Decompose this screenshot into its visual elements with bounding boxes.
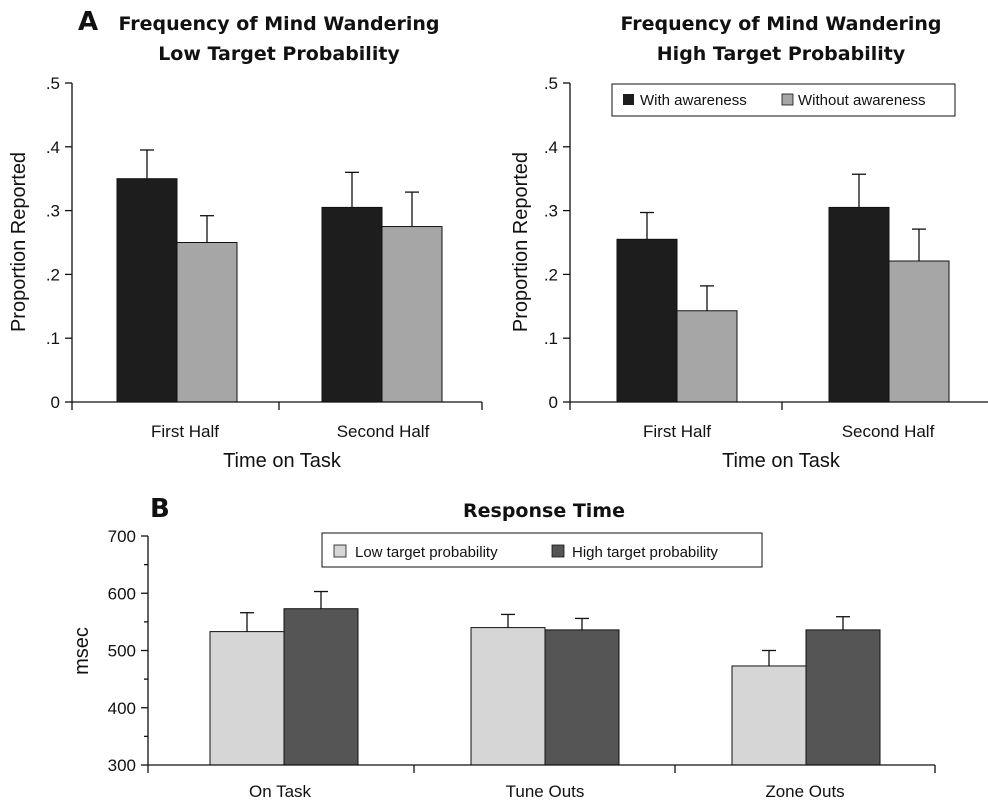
legend-swatch-low-target [333,544,347,558]
chart1-ytick-label: .3 [46,202,60,221]
bar-0-1 [176,242,238,403]
chart3-legend: Low target probability High target proba… [321,532,763,568]
bar-2-1 [805,629,881,766]
chart-response-time: Response Time 300 400 500 600 700 On Task Tu… [71,500,936,801]
chart3-y-axis-label: msec [71,627,93,675]
legend-swatch-without-awareness [781,93,794,106]
bar-1-1 [544,629,620,766]
chart1-ytick-label: .5 [46,74,60,93]
chart3-title: Response Time [463,500,625,522]
chart2-title-line1: Frequency of Mind Wandering [620,13,941,35]
chart3-ytick-label: 500 [108,642,136,661]
chart-high-target-probability: Frequency of Mind Wandering High Target … [510,13,988,472]
bar-0-1 [676,310,738,403]
chart2-ytick-label: .4 [544,138,558,157]
chart1-title-line1: Frequency of Mind Wandering [118,13,439,35]
chart3-xtick-on-task: On Task [249,782,312,801]
bar-1-0 [321,206,383,403]
chart3-legend-box [321,532,763,568]
chart2-ytick-label: 0 [549,393,558,412]
bar-2-0 [731,665,807,766]
chart2-ytick-label: .1 [544,329,558,348]
chart3-xtick-tune-outs: Tune Outs [506,782,585,801]
chart1-ytick-label: 0 [51,393,60,412]
legend-swatch-high-target [551,544,565,558]
chart-low-target-probability: Frequency of Mind Wandering Low Target P… [8,13,483,472]
chart3-ytick-label: 300 [108,756,136,775]
chart2-x-axis-label: Time on Task [722,450,841,472]
legend-label-without-awareness: Without awareness [798,92,926,109]
chart3-ytick-label: 700 [108,527,136,546]
panel-label-a: A [78,7,98,37]
bar-0-1 [283,608,359,766]
chart2-xtick-second-half: Second Half [842,422,935,441]
chart1-x-axis-label: Time on Task [223,450,342,472]
bar-0-0 [209,631,285,766]
chart2-ytick-label: .5 [544,74,558,93]
chart2-legend: With awareness Without awareness [611,83,956,117]
chart3-ytick-label: 600 [108,584,136,603]
chart1-title-line2: Low Target Probability [158,43,400,65]
legend-swatch-with-awareness [623,94,634,105]
bar-1-0 [470,627,546,766]
chart2-y-axis-label: Proportion Reported [510,152,532,332]
legend-label-low-target: Low target probability [355,544,498,561]
chart3-xtick-zone-outs: Zone Outs [765,782,844,801]
chart1-ytick-label: .4 [46,138,60,157]
chart2-title-line2: High Target Probability [657,43,906,65]
chart1-ytick-label: .1 [46,329,60,348]
panel-label-b: B [150,494,170,524]
legend-label-high-target: High target probability [572,544,718,561]
chart1-xtick-second-half: Second Half [337,422,430,441]
bar-1-0 [828,206,890,403]
chart1-xtick-first-half: First Half [151,422,219,441]
chart2-legend-box [611,83,956,117]
chart1-ytick-label: .2 [46,265,60,284]
chart2-xtick-first-half: First Half [643,422,711,441]
bar-1-1 [381,226,443,403]
chart2-ytick-label: .2 [544,265,558,284]
bar-0-0 [616,238,678,403]
chart1-y-axis-label: Proportion Reported [8,152,30,332]
chart3-ytick-label: 400 [108,699,136,718]
bar-1-1 [888,260,950,403]
chart2-ytick-label: .3 [544,202,558,221]
bar-0-0 [116,178,178,403]
legend-label-with-awareness: With awareness [640,92,747,109]
